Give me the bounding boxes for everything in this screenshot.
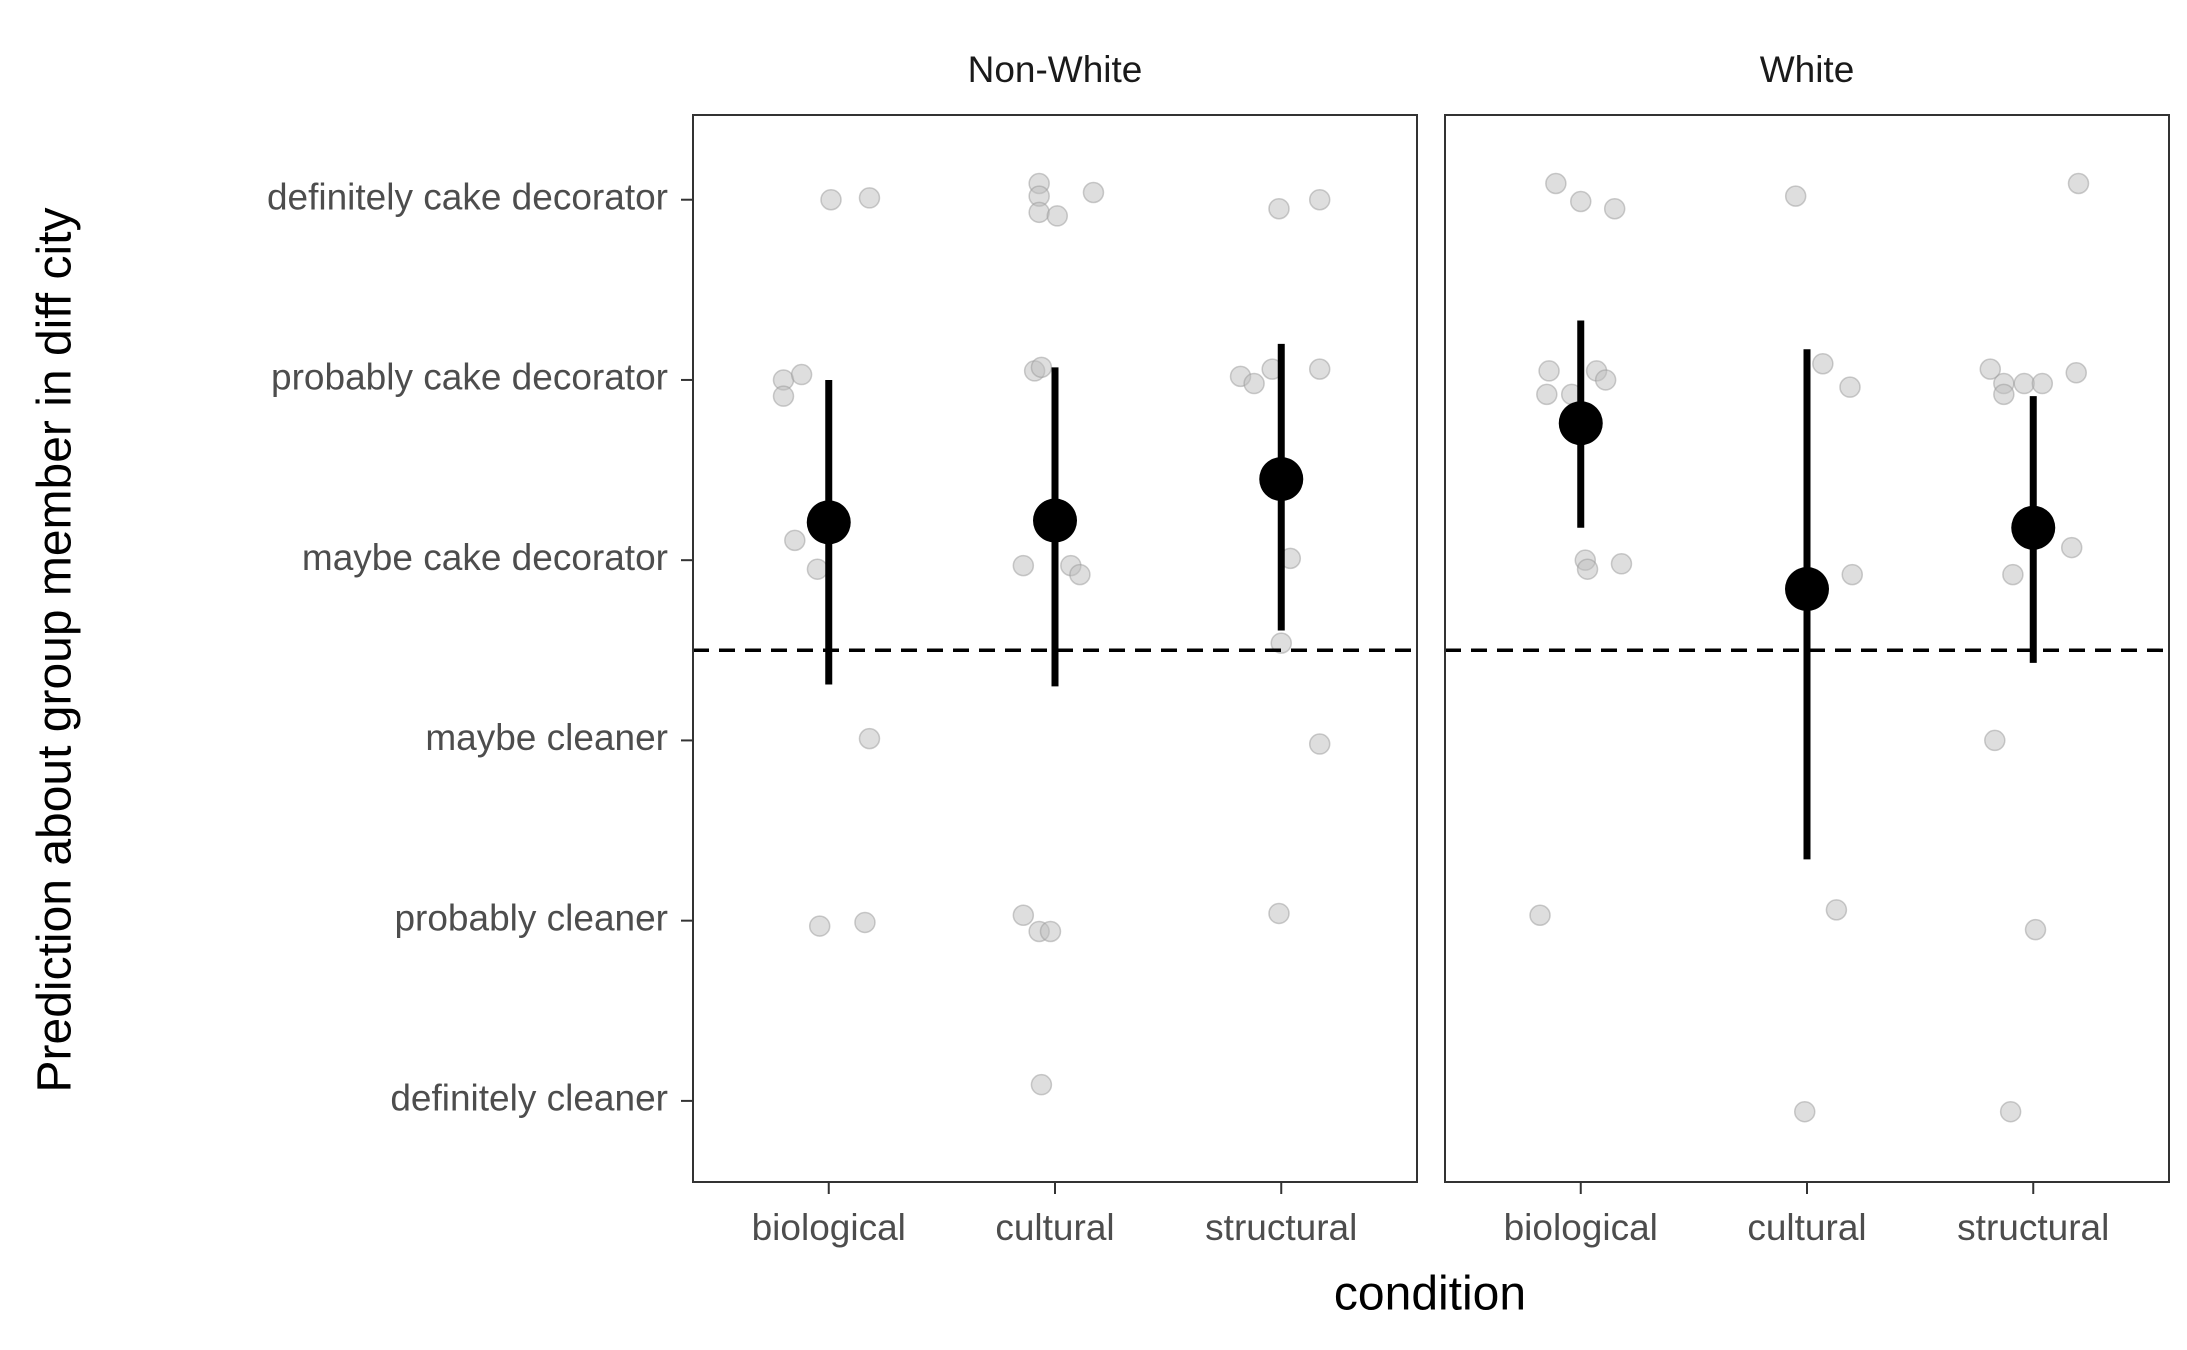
point: [1538, 360, 1560, 382]
point: [1793, 1100, 1816, 1123]
point: [1270, 632, 1292, 654]
mean-point: [1785, 567, 1829, 612]
y-tick-label: maybe cleaner: [425, 717, 668, 758]
y-tick-label: probably cleaner: [394, 897, 668, 938]
mean-point: [806, 500, 851, 545]
y-axis-label: Prediction about group member in diff ci…: [29, 208, 82, 1093]
point: [1576, 558, 1599, 580]
point: [1012, 904, 1035, 926]
y-tick-label: definitely cleaner: [390, 1078, 668, 1119]
x-tick-label: cultural: [995, 1207, 1114, 1248]
point: [2002, 563, 2024, 586]
point: [790, 363, 813, 386]
x-tick-label: biological: [1504, 1207, 1658, 1248]
x-axis-label: condition: [1334, 1268, 1526, 1321]
point: [784, 529, 806, 552]
point: [1603, 197, 1626, 220]
point: [808, 915, 831, 937]
point: [1268, 197, 1290, 220]
point: [1268, 902, 1290, 925]
point: [1012, 554, 1035, 577]
point: [806, 558, 829, 580]
point: [1812, 352, 1834, 375]
panel-title: Non-White: [968, 49, 1143, 90]
point: [1841, 563, 1863, 586]
point: [1069, 563, 1091, 586]
mean-point: [1033, 498, 1077, 543]
x-tick-label: cultural: [1747, 1207, 1866, 1248]
point: [2060, 536, 2083, 559]
point: [1979, 358, 2002, 380]
point: [1570, 190, 1592, 213]
panel-title: White: [1760, 49, 1855, 90]
point: [772, 385, 795, 407]
point: [2067, 172, 2090, 195]
point: [1082, 181, 1105, 204]
point: [1039, 920, 1062, 943]
mean-point: [2011, 505, 2056, 550]
point: [858, 727, 881, 750]
y-tick-label: maybe cake decorator: [302, 537, 668, 578]
point: [2013, 372, 2035, 395]
point: [1784, 185, 1807, 207]
y-tick-label: definitely cake decorator: [267, 176, 668, 217]
point: [1839, 376, 1861, 398]
point: [1308, 733, 1331, 755]
panel-border: [692, 114, 1418, 1183]
x-tick-label: structural: [1957, 1207, 2109, 1248]
point: [1243, 372, 1265, 395]
point: [1993, 383, 2015, 406]
point: [1028, 201, 1050, 224]
point: [1610, 553, 1633, 575]
point: [1545, 172, 1567, 195]
panel-border: [1444, 114, 2170, 1183]
point: [2065, 361, 2087, 384]
point: [1046, 205, 1069, 227]
mean-point: [1259, 457, 1304, 502]
point: [2031, 372, 2054, 395]
point: [858, 187, 881, 209]
point: [1984, 729, 2006, 752]
point: [1594, 369, 1617, 391]
x-tick-label: structural: [1205, 1207, 1357, 1248]
x-tick-label: biological: [752, 1207, 906, 1248]
y-tick-label: probably cake decorator: [271, 357, 668, 398]
point: [1999, 1100, 2022, 1123]
point: [820, 188, 842, 211]
point: [1308, 358, 1331, 380]
point: [1529, 904, 1551, 926]
point: [1030, 1073, 1053, 1096]
point: [1536, 383, 1558, 406]
point: [2024, 918, 2047, 941]
mean-point: [1558, 401, 1603, 446]
point: [1825, 899, 1848, 921]
point: [854, 911, 876, 934]
point: [1308, 188, 1331, 211]
point: [1030, 356, 1053, 379]
